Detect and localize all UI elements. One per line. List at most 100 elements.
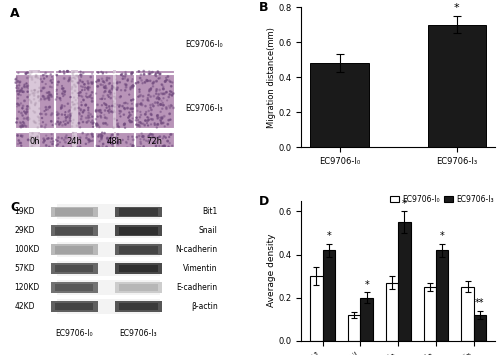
Point: [24, 149, 32, 154]
Point: [126, 84, 134, 90]
Point: [44, 93, 52, 99]
Point: [46, 166, 54, 172]
Point: [34, 182, 42, 188]
Point: [134, 108, 141, 114]
Point: [103, 77, 111, 83]
Point: [32, 73, 40, 79]
Point: [40, 96, 48, 102]
Bar: [96, 70, 134, 129]
Point: [124, 185, 132, 191]
Point: [99, 70, 107, 76]
Point: [144, 115, 152, 121]
Point: [92, 108, 100, 114]
Point: [38, 184, 46, 190]
Point: [16, 92, 24, 98]
Point: [85, 180, 93, 186]
Point: [154, 70, 162, 76]
Point: [76, 106, 84, 112]
Point: [117, 162, 125, 168]
Point: [145, 92, 153, 98]
Point: [78, 94, 86, 99]
Point: [114, 160, 122, 166]
Point: [101, 108, 109, 113]
Point: [93, 173, 101, 179]
Point: [152, 78, 160, 84]
Point: [161, 79, 169, 84]
Point: [36, 185, 44, 190]
Point: [86, 162, 94, 167]
Point: [124, 115, 132, 120]
Point: [106, 166, 114, 172]
Point: [102, 186, 110, 192]
Point: [138, 158, 146, 164]
Point: [47, 159, 55, 165]
Point: [135, 69, 143, 74]
Point: [58, 122, 66, 128]
Point: [44, 90, 52, 95]
Point: [42, 171, 50, 177]
Point: [74, 91, 82, 96]
Point: [121, 76, 129, 81]
Point: [24, 94, 32, 100]
Point: [128, 171, 136, 176]
Point: [69, 144, 77, 150]
Point: [146, 172, 154, 178]
Point: [17, 100, 25, 106]
Point: [87, 119, 95, 125]
Point: [56, 166, 64, 172]
Point: [142, 118, 150, 124]
Point: [146, 131, 154, 137]
Text: 100KD: 100KD: [14, 245, 40, 254]
Point: [152, 135, 160, 141]
Point: [56, 173, 64, 179]
Point: [32, 74, 40, 80]
Point: [84, 84, 92, 90]
Point: [42, 107, 50, 113]
Point: [122, 168, 130, 174]
Point: [116, 175, 124, 180]
Point: [36, 98, 44, 104]
Point: [76, 89, 84, 95]
Point: [168, 151, 176, 157]
Point: [124, 169, 132, 174]
Point: [25, 155, 33, 161]
Point: [70, 75, 78, 80]
Point: [135, 175, 143, 180]
Point: [88, 80, 96, 85]
Point: [87, 184, 95, 190]
Point: [54, 171, 62, 177]
Point: [149, 132, 157, 137]
Point: [81, 181, 89, 186]
Point: [40, 140, 48, 145]
Point: [104, 147, 112, 152]
Point: [165, 168, 173, 173]
Point: [76, 158, 84, 164]
Point: [65, 77, 73, 83]
Point: [34, 75, 42, 81]
Point: [84, 140, 92, 145]
Point: [128, 70, 136, 76]
Point: [22, 176, 30, 182]
Point: [146, 155, 154, 160]
Point: [30, 108, 38, 114]
Point: [70, 133, 78, 139]
Point: [34, 95, 42, 100]
Point: [162, 158, 170, 164]
Point: [68, 71, 76, 76]
Point: [140, 68, 148, 74]
Point: [156, 185, 164, 190]
Point: [54, 152, 62, 158]
Point: [20, 89, 28, 95]
Point: [88, 132, 96, 138]
Point: [162, 75, 170, 81]
Point: [100, 89, 108, 95]
Point: [88, 89, 96, 95]
Point: [24, 70, 32, 76]
Point: [70, 184, 78, 190]
Point: [80, 155, 88, 160]
Point: [54, 111, 62, 117]
Point: [77, 108, 85, 113]
Point: [107, 132, 115, 138]
Text: 29KD: 29KD: [14, 226, 35, 235]
Point: [144, 184, 152, 190]
